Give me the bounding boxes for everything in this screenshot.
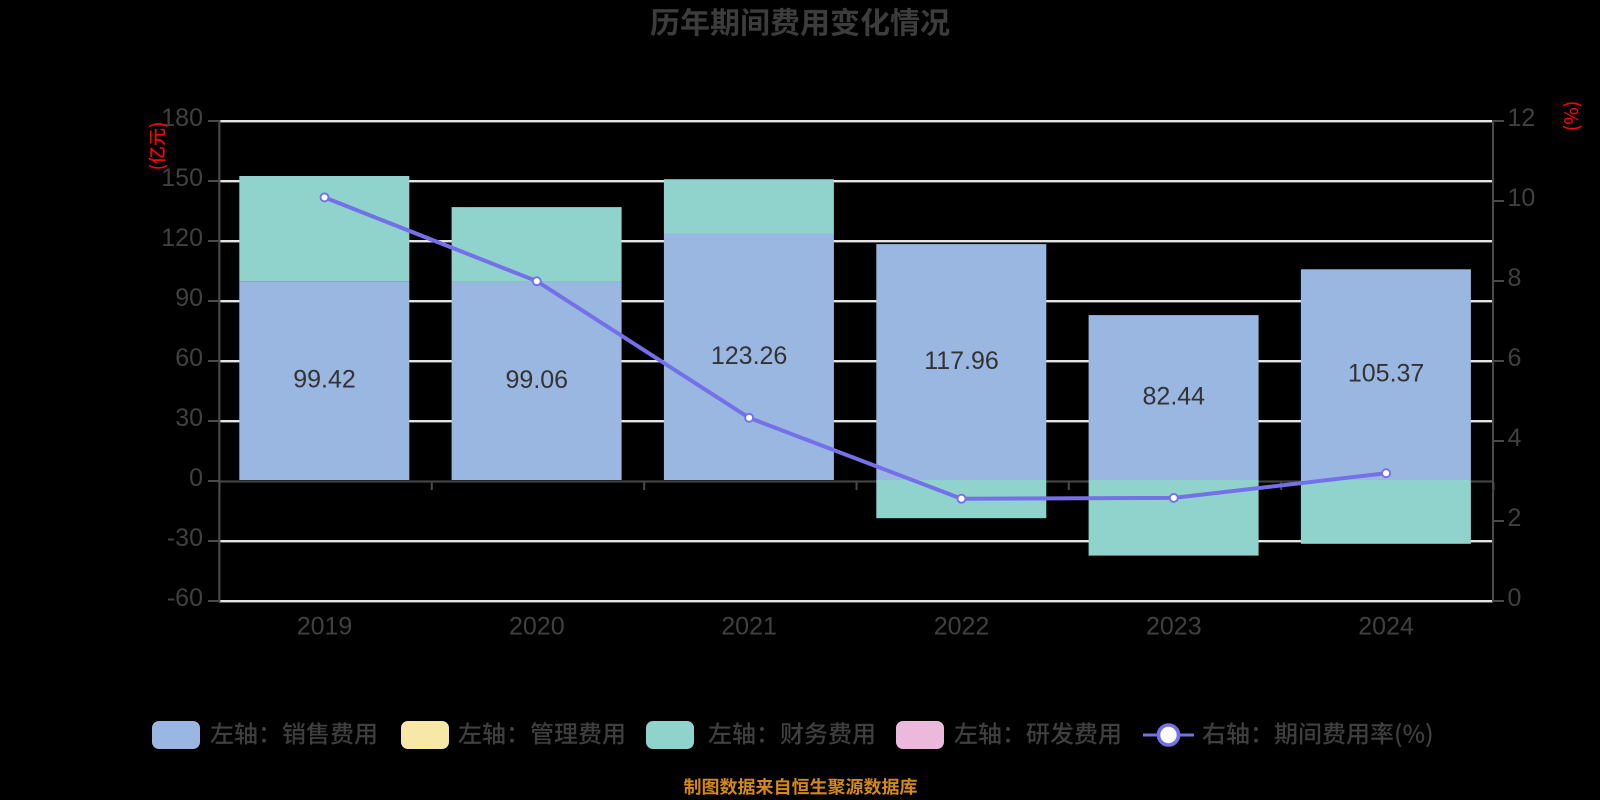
svg-text:120: 120 [161, 224, 203, 252]
svg-text:-30: -30 [167, 524, 203, 552]
svg-text:180: 180 [161, 104, 203, 132]
svg-text:105.37: 105.37 [1348, 360, 1424, 388]
svg-text:2023: 2023 [1146, 613, 1202, 641]
svg-text:99.06: 99.06 [506, 366, 569, 394]
svg-text:150: 150 [161, 164, 203, 192]
svg-text:90: 90 [175, 284, 203, 312]
svg-text:2020: 2020 [509, 613, 565, 641]
svg-text:123.26: 123.26 [711, 342, 787, 370]
svg-text:60: 60 [175, 344, 203, 372]
svg-text:2022: 2022 [934, 613, 990, 641]
svg-text:99.42: 99.42 [293, 366, 356, 394]
svg-text:30: 30 [175, 404, 203, 432]
svg-text:0: 0 [189, 464, 203, 492]
svg-text:82.44: 82.44 [1143, 383, 1206, 411]
svg-text:2019: 2019 [297, 613, 353, 641]
svg-text:2021: 2021 [721, 613, 777, 641]
svg-text:2: 2 [1508, 504, 1522, 532]
svg-text:10: 10 [1508, 184, 1536, 212]
svg-text:4: 4 [1508, 424, 1522, 452]
svg-text:8: 8 [1508, 264, 1522, 292]
svg-text:0: 0 [1508, 584, 1522, 612]
svg-text:12: 12 [1508, 104, 1536, 132]
svg-text:117.96: 117.96 [924, 347, 999, 375]
svg-text:-60: -60 [167, 584, 203, 612]
svg-text:6: 6 [1508, 344, 1522, 372]
svg-text:2024: 2024 [1358, 613, 1414, 641]
